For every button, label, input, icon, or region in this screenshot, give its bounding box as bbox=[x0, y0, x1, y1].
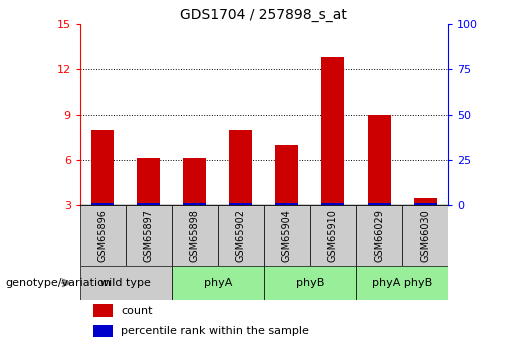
Bar bbox=[368, 203, 390, 205]
Text: GSM65902: GSM65902 bbox=[236, 209, 246, 262]
Text: GSM65904: GSM65904 bbox=[282, 209, 292, 262]
Bar bbox=[91, 130, 114, 205]
Bar bbox=[356, 266, 448, 300]
Bar bbox=[138, 203, 160, 205]
Text: phyA phyB: phyA phyB bbox=[372, 278, 432, 288]
Bar bbox=[172, 205, 218, 266]
Bar bbox=[229, 130, 252, 205]
Bar bbox=[402, 205, 448, 266]
Text: phyA: phyA bbox=[204, 278, 232, 288]
Bar bbox=[356, 205, 402, 266]
Bar bbox=[183, 203, 207, 205]
Bar bbox=[93, 325, 113, 337]
Bar bbox=[138, 158, 160, 205]
Bar bbox=[310, 205, 356, 266]
Bar bbox=[91, 203, 114, 205]
Bar bbox=[172, 266, 264, 300]
Bar bbox=[264, 205, 310, 266]
Bar bbox=[321, 203, 345, 205]
Text: GSM65896: GSM65896 bbox=[98, 209, 108, 262]
Text: percentile rank within the sample: percentile rank within the sample bbox=[121, 326, 309, 336]
Bar bbox=[80, 266, 172, 300]
Bar bbox=[414, 203, 437, 205]
Title: GDS1704 / 257898_s_at: GDS1704 / 257898_s_at bbox=[180, 8, 348, 22]
Text: GSM66030: GSM66030 bbox=[420, 209, 430, 262]
Bar bbox=[218, 205, 264, 266]
Bar bbox=[414, 198, 437, 205]
Bar bbox=[93, 304, 113, 317]
Text: count: count bbox=[121, 306, 152, 315]
Bar bbox=[276, 145, 299, 205]
Text: wild type: wild type bbox=[100, 278, 151, 288]
Bar bbox=[183, 158, 207, 205]
Bar bbox=[368, 115, 390, 205]
Text: GSM66029: GSM66029 bbox=[374, 209, 384, 262]
Text: phyB: phyB bbox=[296, 278, 324, 288]
Bar bbox=[126, 205, 172, 266]
Text: genotype/variation: genotype/variation bbox=[5, 278, 111, 288]
Text: GSM65898: GSM65898 bbox=[190, 209, 200, 262]
Bar bbox=[264, 266, 356, 300]
Text: GSM65897: GSM65897 bbox=[144, 209, 154, 262]
Bar bbox=[80, 205, 126, 266]
Text: GSM65910: GSM65910 bbox=[328, 209, 338, 262]
Bar bbox=[276, 203, 299, 205]
Bar bbox=[229, 203, 252, 205]
Bar bbox=[321, 57, 345, 205]
